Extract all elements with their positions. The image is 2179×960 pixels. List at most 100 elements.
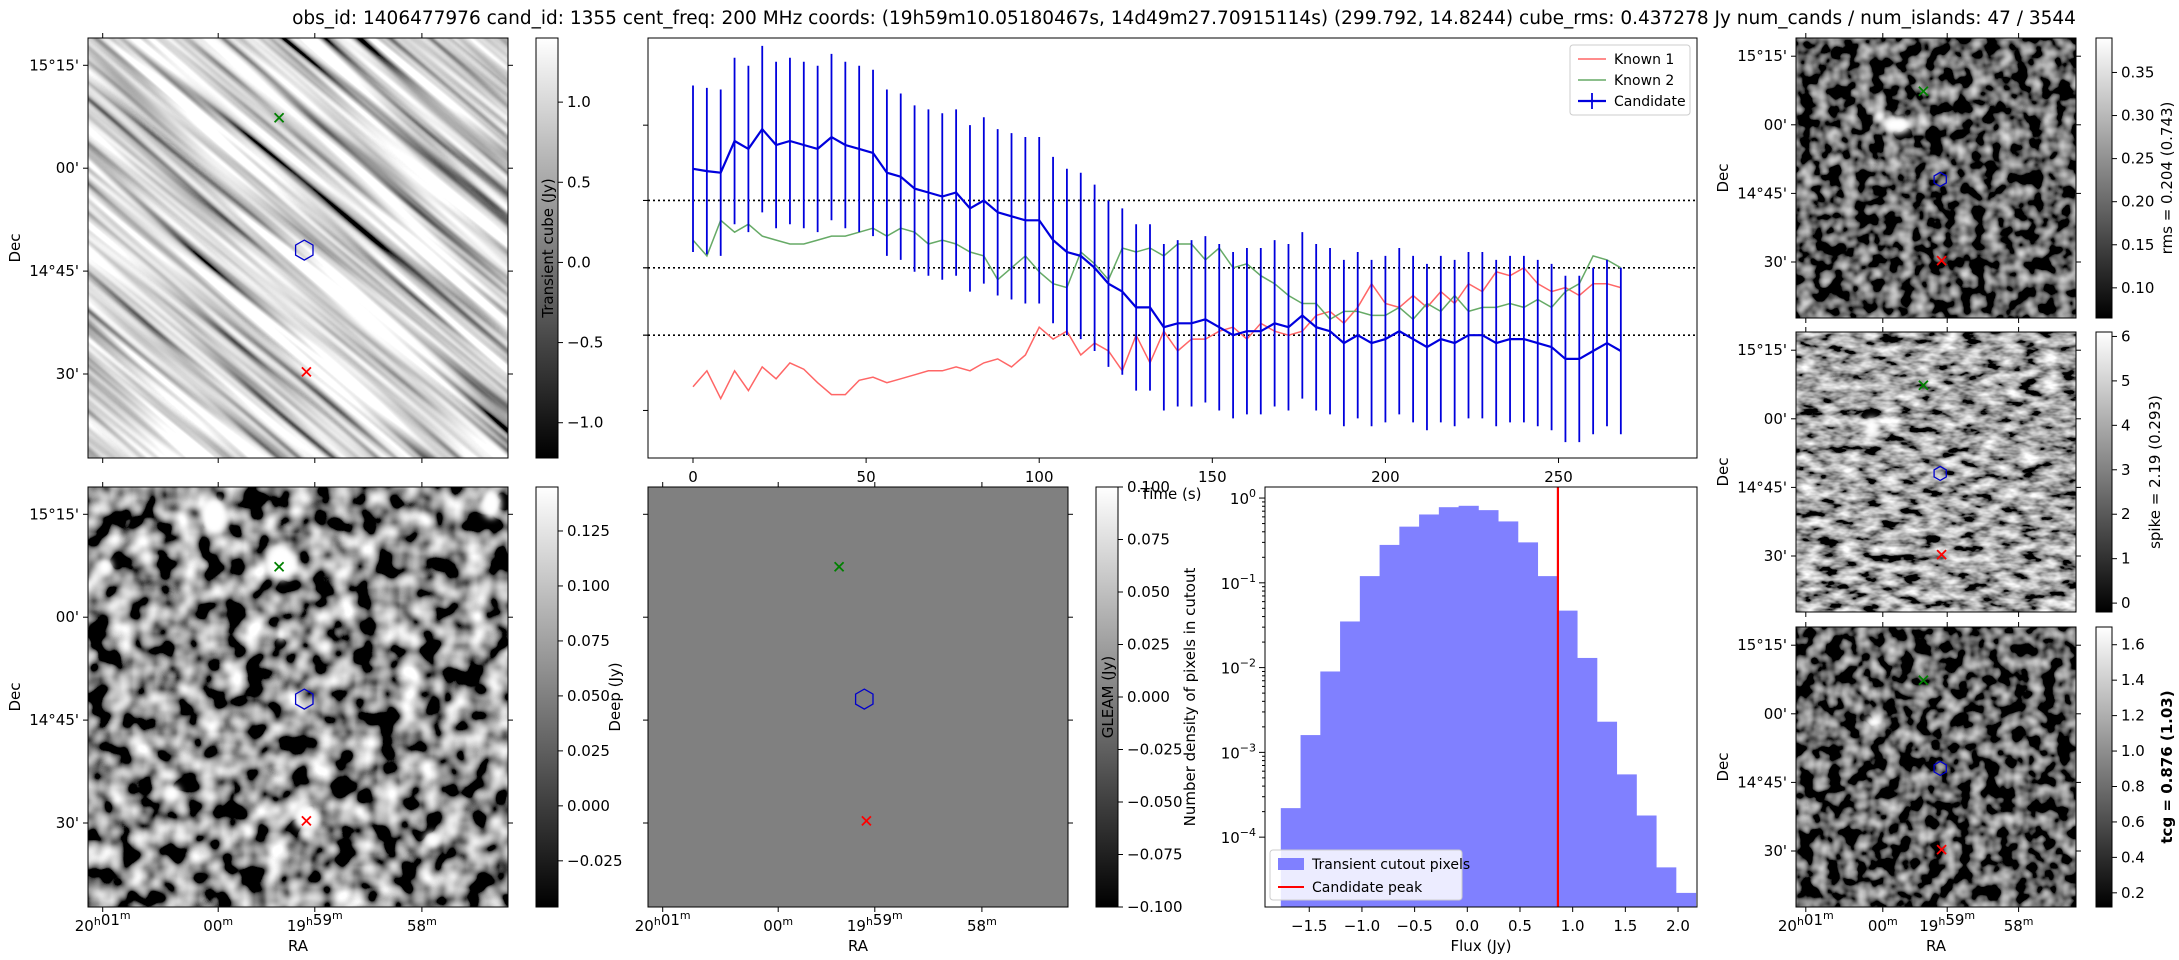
colorbar-gradient (2095, 626, 2113, 908)
colorbar-tick-label: −0.5 (567, 334, 603, 352)
image-frame (1795, 37, 2077, 319)
lightcurve-chart: 0 50 100 150 200 250 Time (s) Known 1 Known 2 Can… (643, 37, 1698, 503)
ra-tick-label: 58m (2004, 915, 2034, 935)
colorbar-tick-label: 0.0 (567, 253, 591, 271)
dec-tick-label: 15°15' (1737, 341, 1787, 359)
dec-tick-label: 00' (56, 159, 79, 177)
colorbar-gradient (535, 486, 559, 908)
ra-tick-label: 19h59m (287, 909, 343, 935)
colorbar-tick-label: −0.100 (1127, 898, 1183, 916)
series-line-known-1 (692, 266, 1622, 401)
image-panel-rms: 15°15' 00' 14°45' 30' Dec 0.35 0.30 0.25 0.20 0.1… (1714, 33, 2176, 323)
colorbar-tick-label: 0.35 (2121, 63, 2154, 81)
legend-box (1269, 849, 1463, 901)
colorbar-gradient (2095, 331, 2113, 613)
dec-axis-label: Dec (1714, 752, 1732, 781)
x-tick-label: −1.5 (1291, 917, 1327, 935)
histogram-bar (1478, 510, 1499, 907)
colorbar-tcg: 1.6 1.4 1.2 1.0 0.8 0.6 0.4 0.2 tcg = 0.876 (1.0… (2095, 626, 2176, 908)
colorbar-deep: 0.125 0.100 0.075 0.050 0.025 0.000 −0.025 Deep… (535, 486, 624, 908)
dec-tick-label: 15°15' (1737, 47, 1787, 65)
image-frame (87, 486, 509, 908)
histogram-plot-area (1280, 487, 1697, 907)
image-fill-tcg (1796, 627, 2076, 907)
image-panel-tcg: 15°15' 00' 14°45' 30' 20h01m 00m 19h59m 58m Dec R… (1714, 622, 2176, 955)
image-fill-deep (88, 487, 508, 907)
colorbar-tick-label: 0.025 (567, 742, 610, 760)
histogram-bar (1340, 621, 1361, 907)
image-area-tcg (1796, 627, 2076, 907)
image-panel-transient: 15°15' 00' 14°45' 30' Dec 1.0 0.5 0.0 −0.5 −1.0 Tr… (6, 33, 603, 463)
colorbar-tick-label: 0.100 (567, 577, 610, 595)
image-area-rms (1796, 38, 2076, 318)
histogram-bar (1656, 867, 1677, 907)
x-tick-label: 1.5 (1613, 917, 1637, 935)
histogram-bar (1379, 544, 1400, 907)
x-tick-label: 200 (1371, 468, 1400, 486)
histogram-bar (1458, 505, 1479, 907)
blue-hexagon-marker (1933, 171, 1947, 188)
colorbar-label: rms = 0.204 (0.743) (2158, 102, 2176, 255)
colorbar-tick-label: 0.125 (567, 522, 610, 540)
dec-axis-label: Dec (1714, 457, 1732, 486)
legend-label: Candidate peak (1312, 880, 1423, 896)
colorbar-gleam: 0.100 0.075 0.050 0.025 0.000 −0.025 −0.050 −0.… (1095, 478, 1183, 916)
histogram-bar (1596, 721, 1618, 907)
ra-axis-label: RA (1926, 937, 1947, 955)
red-cross-marker (301, 815, 312, 827)
colorbar-tick-label: 0.000 (567, 797, 610, 815)
colorbar-tick-label: 0.10 (2121, 279, 2154, 297)
colorbar-tick-label: 1.6 (2121, 636, 2145, 654)
green-cross-marker (1918, 380, 1929, 391)
colorbar-label: spike = 2.19 (0.293) (2146, 395, 2164, 549)
dec-tick-label: 30' (56, 814, 79, 832)
x-tick-label: 2.0 (1666, 917, 1690, 935)
y-tick-label: 10−1 (1221, 572, 1256, 593)
red-cross-marker (861, 815, 872, 827)
x-tick-label: 0.5 (1508, 917, 1532, 935)
x-tick-label: 150 (1198, 468, 1227, 486)
dec-axis-label: Dec (1714, 163, 1732, 192)
histogram-bar (1438, 507, 1460, 907)
bright-source (163, 784, 181, 803)
colorbar-tick-label: 2 (2121, 505, 2131, 523)
colorbar-tick-label: 0.2 (2121, 884, 2145, 902)
colorbar-tick-label: 0.075 (1127, 531, 1170, 549)
histogram-bar (1498, 521, 1519, 907)
red-cross-marker (301, 366, 312, 378)
x-tick-label: 0 (688, 468, 698, 486)
bright-source (1864, 417, 1879, 438)
colorbar-tick-label: 0.5 (567, 173, 591, 191)
histogram-bar (1399, 526, 1420, 907)
dec-tick-label: 15°15' (29, 505, 79, 523)
image-frame (87, 37, 509, 459)
colorbar-tick-label: −0.025 (567, 852, 623, 870)
bright-source (1875, 110, 1885, 123)
x-tick-label: 0.0 (1455, 917, 1479, 935)
image-panel-deep: 15°15' 00' 14°45' 30' 20h01m 00m 19h59m 58m Dec R… (6, 482, 624, 955)
ra-tick-label: 19h59m (847, 909, 903, 935)
bright-source (1865, 715, 1884, 730)
histogram-bar (1616, 774, 1637, 907)
colorbar-tick-label: 0.15 (2121, 236, 2154, 254)
histogram-legend: Transient cutout pixels Candidate peak (1269, 849, 1470, 901)
bright-source (481, 488, 502, 519)
x-tick-label: 50 (857, 468, 876, 486)
colorbar-tick-label: 0.000 (1127, 688, 1170, 706)
colorbar-tick-label: −0.050 (1127, 793, 1183, 811)
colorbar-tick-label: 0.30 (2121, 107, 2154, 125)
colorbar-tick-label: 0.075 (567, 632, 610, 650)
image-area-gleam (648, 487, 1068, 907)
histogram-chart: −1.5 −1.0 −0.5 0.0 0.5 1.0 1.5 2.0 100 10−1 10−2 10… (1181, 486, 1698, 955)
dec-tick-label: 14°45' (1737, 478, 1787, 496)
colorbar-tick-label: 0.20 (2121, 193, 2154, 211)
bright-source (1882, 115, 1911, 134)
colorbar-tick-label: 0 (2121, 594, 2131, 612)
legend-label: Known 1 (1614, 52, 1674, 68)
x-tick-label: 250 (1544, 468, 1573, 486)
colorbar-tick-label: 1.0 (2121, 742, 2145, 760)
image-panel-gleam: 20h01m 00m 19h59m 58m RA 0.100 0.075 0.050 0.025… (635, 478, 1183, 955)
histogram-bar (1577, 657, 1598, 907)
red-cross-marker (1936, 844, 1947, 855)
dec-tick-label: 30' (1764, 253, 1787, 271)
